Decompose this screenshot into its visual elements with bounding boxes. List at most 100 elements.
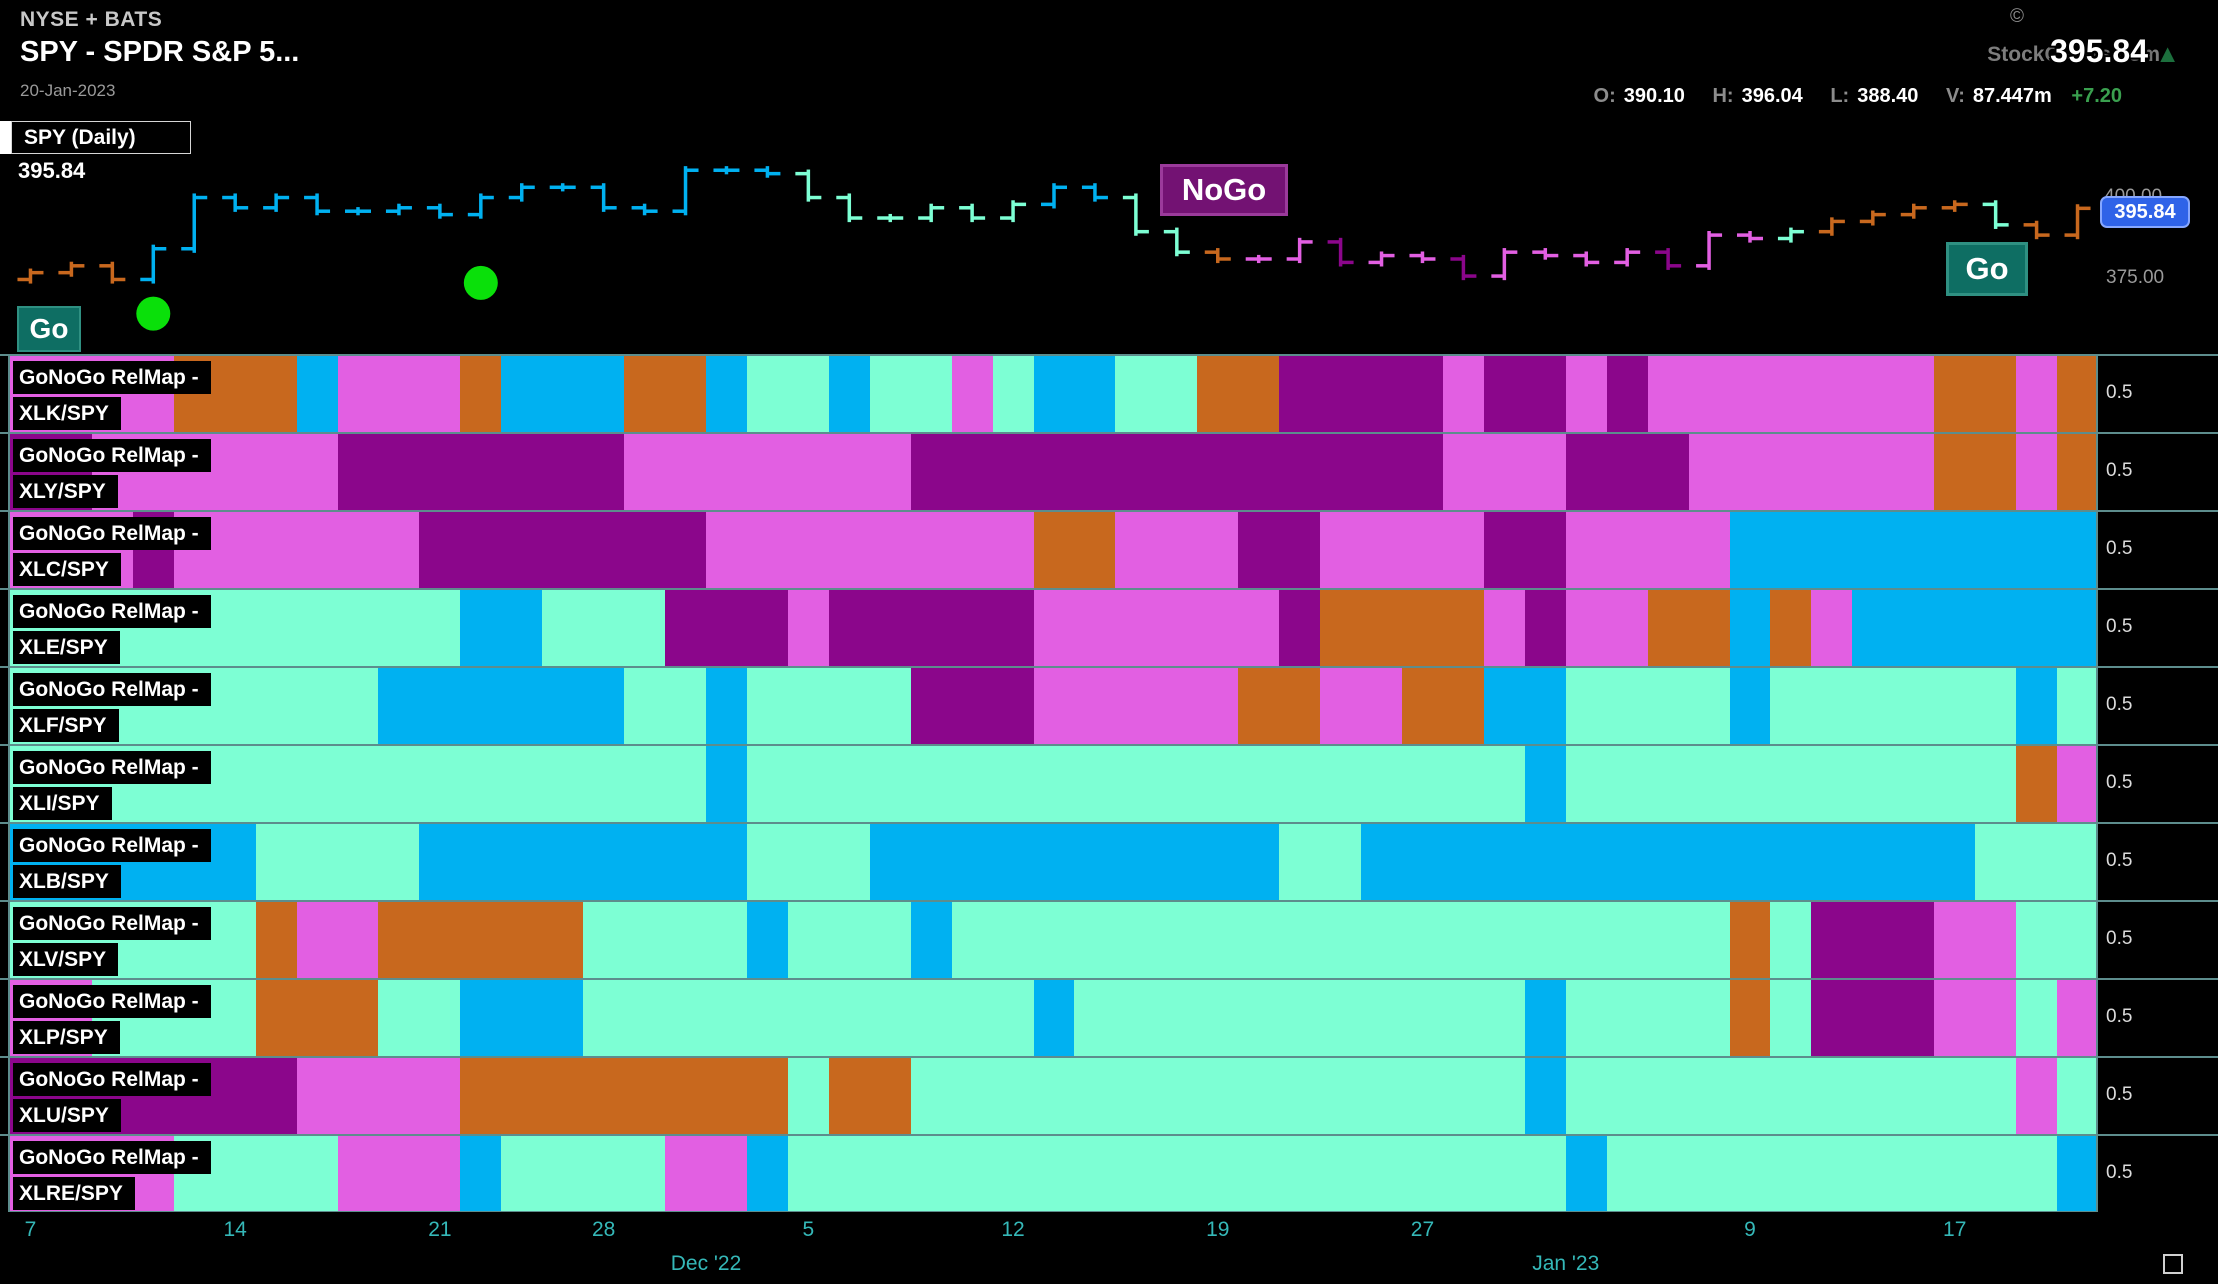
relmap-cell bbox=[2057, 902, 2098, 978]
relmap-cell bbox=[1279, 746, 1321, 822]
relmap-cell bbox=[2016, 1058, 2058, 1134]
relmap-cell bbox=[746, 356, 789, 432]
relmap-row: GoNoGo RelMap - XLE/SPY 0.5 bbox=[0, 588, 2218, 666]
relmap-cell bbox=[624, 902, 666, 978]
relmap-cell bbox=[1320, 902, 1362, 978]
relmap-cell bbox=[706, 1136, 748, 1212]
relmap-cell bbox=[2016, 746, 2058, 822]
relmap-cell bbox=[951, 824, 994, 900]
relmap-row-ticker: XLK/SPY bbox=[13, 397, 121, 430]
relmap-row: GoNoGo RelMap - XLB/SPY 0.5 bbox=[0, 822, 2218, 900]
plot-left-border bbox=[8, 354, 10, 1212]
relmap-cell bbox=[214, 980, 257, 1056]
month-tick: Dec '22 bbox=[670, 1252, 742, 1275]
relmap-cell bbox=[1852, 902, 1895, 978]
relmap-cell bbox=[1975, 1058, 2017, 1134]
relmap-cell bbox=[337, 590, 380, 666]
relmap-cell bbox=[378, 356, 421, 432]
relmap-cell bbox=[214, 512, 257, 588]
maximize-icon[interactable] bbox=[2163, 1254, 2183, 1274]
relmap-cell bbox=[665, 512, 707, 588]
relmap-row: GoNoGo RelMap - XLK/SPY 0.5 bbox=[0, 354, 2218, 432]
relmap-row-ticker: XLB/SPY bbox=[13, 865, 121, 898]
relmap-cell bbox=[1402, 902, 1444, 978]
relmap-cell bbox=[1729, 512, 1772, 588]
relmap-cell bbox=[1565, 1058, 1608, 1134]
relmap-cell bbox=[1606, 746, 1649, 822]
relmap-cell bbox=[1811, 356, 1854, 432]
relmap-cell bbox=[1074, 434, 1117, 510]
relmap-row: GoNoGo RelMap - XLV/SPY 0.5 bbox=[0, 900, 2218, 978]
relmap-cell bbox=[1361, 980, 1403, 1056]
relmap-cell bbox=[2057, 512, 2098, 588]
relmap-cell bbox=[1279, 512, 1321, 588]
relmap-cell bbox=[1156, 356, 1199, 432]
relmap-cell bbox=[1811, 668, 1854, 744]
relmap-cell bbox=[1770, 980, 1813, 1056]
date-tick: 7 bbox=[24, 1218, 37, 1241]
relmap-cell bbox=[869, 746, 912, 822]
relmap-cell bbox=[255, 356, 298, 432]
relmap-cell bbox=[665, 746, 707, 822]
relmap-cell bbox=[1729, 746, 1772, 822]
relmap-cell bbox=[828, 590, 871, 666]
relmap-cell bbox=[828, 434, 871, 510]
relmap-cell bbox=[1115, 902, 1158, 978]
relmap-cell bbox=[1606, 824, 1649, 900]
relmap-cell bbox=[1197, 746, 1240, 822]
relmap-cell bbox=[1852, 746, 1895, 822]
relmap-cell bbox=[1975, 980, 2017, 1056]
relmap-cell bbox=[2016, 512, 2058, 588]
relmap-cell bbox=[1647, 590, 1690, 666]
relmap-cell bbox=[1074, 746, 1117, 822]
date-tick: 12 bbox=[1001, 1218, 1025, 1241]
relmap-cell bbox=[1402, 824, 1444, 900]
go-flag-end: Go bbox=[1946, 242, 2028, 296]
relmap-cell bbox=[1074, 668, 1117, 744]
relmap-cell bbox=[746, 824, 789, 900]
relmap-cell bbox=[1770, 824, 1813, 900]
relmap-cell bbox=[1729, 590, 1772, 666]
relmap-cell bbox=[1361, 902, 1403, 978]
relmap-row: GoNoGo RelMap - XLC/SPY 0.5 bbox=[0, 510, 2218, 588]
relmap-cell bbox=[1115, 668, 1158, 744]
relmap-row-ticker: XLF/SPY bbox=[13, 709, 119, 742]
date-tick: 19 bbox=[1206, 1218, 1230, 1241]
relmap-cell bbox=[1770, 590, 1813, 666]
relmap-cell bbox=[1197, 1058, 1240, 1134]
relmap-cell bbox=[296, 512, 339, 588]
relmap-cell bbox=[1402, 434, 1444, 510]
relmap-cell bbox=[1852, 668, 1895, 744]
relmap-cell bbox=[1320, 356, 1362, 432]
relmap-cell bbox=[419, 668, 462, 744]
relmap-cell bbox=[1483, 356, 1526, 432]
relmap-cell bbox=[419, 824, 462, 900]
relmap-cell bbox=[1811, 1136, 1854, 1212]
relmap-cell bbox=[1524, 434, 1567, 510]
relmap-cell bbox=[1975, 746, 2017, 822]
relmap-cell bbox=[869, 824, 912, 900]
relmap-cell bbox=[501, 1058, 544, 1134]
relmap-cell bbox=[419, 1136, 462, 1212]
relmap-cell bbox=[1524, 824, 1567, 900]
relmap-axis-value: 0.5 bbox=[2106, 1162, 2133, 1183]
relmap-cell bbox=[1975, 902, 2017, 978]
relmap-cell bbox=[1442, 512, 1485, 588]
relmap-cell bbox=[1647, 824, 1690, 900]
relmap-cell bbox=[706, 668, 748, 744]
relmap-cell bbox=[1033, 512, 1076, 588]
relmap-cell bbox=[1770, 902, 1813, 978]
relmap-cell bbox=[1688, 668, 1731, 744]
relmap-cell bbox=[1402, 668, 1444, 744]
legend-series-button[interactable]: SPY (Daily) bbox=[11, 121, 191, 154]
relmap-cell bbox=[706, 590, 748, 666]
relmap-cell bbox=[542, 746, 584, 822]
relmap-cell bbox=[1361, 824, 1403, 900]
relmap-cell bbox=[1524, 1058, 1567, 1134]
relmap-row-title: GoNoGo RelMap - bbox=[13, 985, 211, 1018]
relmap-cell bbox=[337, 512, 380, 588]
relmap-cell bbox=[214, 1058, 257, 1134]
relmap-cell bbox=[1483, 824, 1526, 900]
